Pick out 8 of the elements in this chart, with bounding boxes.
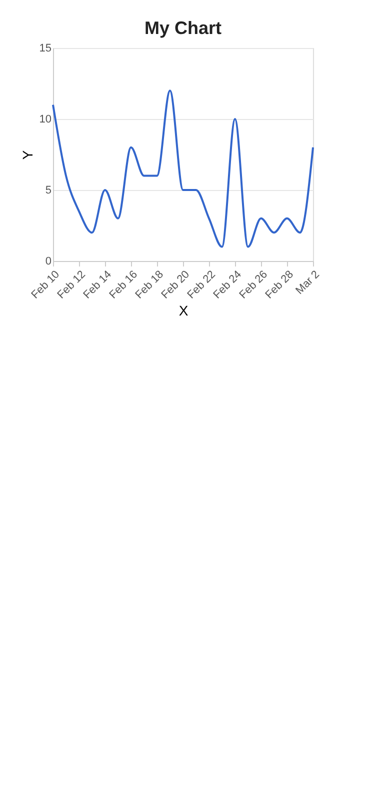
chart-title: My Chart [144, 18, 222, 38]
y-tick-label: 5 [45, 184, 52, 196]
y-tick-label: 10 [39, 114, 52, 126]
y-tick-label: 15 [39, 42, 52, 54]
x-axis-title: X [178, 302, 189, 318]
y-axis-title: Y [19, 150, 36, 160]
x-tick-label: Mar 2 [294, 268, 322, 297]
y-tick-label: 0 [45, 256, 52, 268]
